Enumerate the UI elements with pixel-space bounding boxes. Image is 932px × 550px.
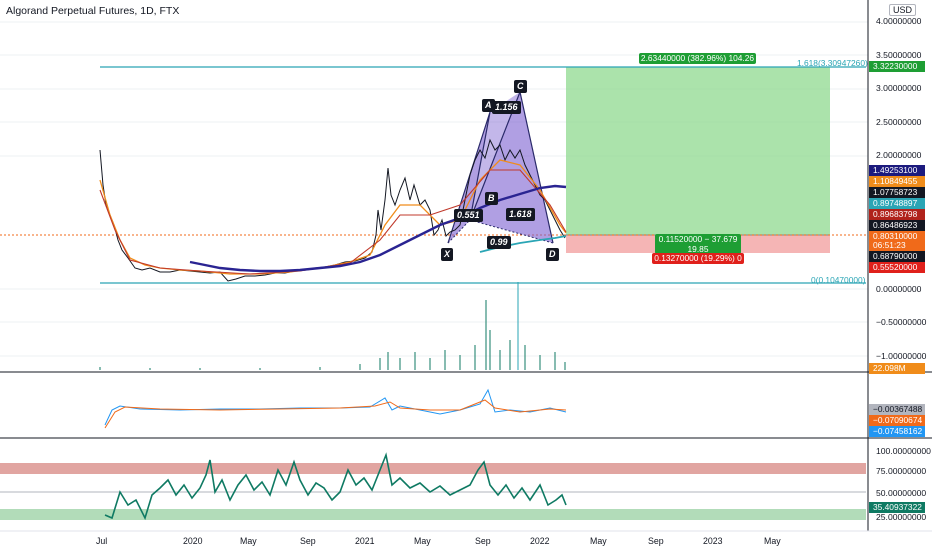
- price-axis-label: 4.00000000: [876, 16, 922, 26]
- time-axis-label: May: [240, 536, 257, 546]
- moving-average-mid: [99, 169, 567, 275]
- macd-value-badge: −0.00367488: [869, 404, 925, 415]
- pattern-point-b[interactable]: B: [485, 192, 498, 205]
- moving-average-long: [189, 184, 567, 273]
- ratio-label-bcd[interactable]: 1.618: [506, 208, 535, 221]
- time-axis-label: Sep: [300, 536, 316, 546]
- price-axis-label: 3.50000000: [876, 50, 922, 60]
- stop-label[interactable]: 0.13270000 (19.29%) 0: [652, 253, 744, 264]
- price-axis-label: 3.00000000: [876, 83, 922, 93]
- price-badge: 0.89748897: [869, 198, 925, 209]
- price-badge-target: 3.32230000: [869, 61, 925, 72]
- time-axis-label: 2023: [703, 536, 723, 546]
- price-badge: 0.86486923: [869, 220, 925, 231]
- macd-histogram-badge: −0.07458162: [869, 426, 925, 437]
- rsi-value-badge: 35.40937322: [869, 502, 925, 513]
- pattern-point-c[interactable]: C: [514, 80, 527, 93]
- pattern-point-d[interactable]: D: [546, 248, 559, 261]
- rsi-axis-label: 50.00000000: [876, 488, 927, 498]
- time-axis-label: 2021: [355, 536, 375, 546]
- macd-signal: [104, 399, 567, 429]
- time-axis-label: May: [590, 536, 607, 546]
- price-axis-label: 0.00000000: [876, 284, 922, 294]
- price-badge: 0.68790000: [869, 251, 925, 262]
- time-axis-label: May: [764, 536, 781, 546]
- ratio-label-xad[interactable]: 0.99: [487, 236, 511, 249]
- price-axis-label: 2.00000000: [876, 150, 922, 160]
- macd-line[interactable]: [104, 388, 567, 426]
- time-axis-label: Sep: [648, 536, 664, 546]
- currency-button[interactable]: USD: [889, 4, 917, 16]
- pattern-point-a[interactable]: A: [482, 99, 495, 112]
- ratio-label-abc[interactable]: 1.156: [492, 101, 521, 114]
- price-axis-label: −1.00000000: [876, 351, 927, 361]
- countdown-badge: 06:51:23: [869, 240, 925, 251]
- pattern-point-x[interactable]: X: [441, 248, 454, 261]
- volume-value-badge: 22.098M: [869, 363, 925, 374]
- profit-zone[interactable]: [566, 67, 830, 235]
- time-axis-label: 2020: [183, 536, 203, 546]
- price-axis-label: −0.50000000: [876, 317, 927, 327]
- time-axis-label: 2022: [530, 536, 550, 546]
- rsi-axis-label: 25.00000000: [876, 512, 927, 522]
- entry-label-line1: 0.11520000 − 37.679: [658, 234, 738, 244]
- time-axis-label: Jul: [96, 536, 108, 546]
- fib-label-bottom: 0(0.10470000): [811, 275, 866, 285]
- last-price-badge: 0.80310000: [869, 231, 925, 242]
- entry-label-line2: 19.85: [687, 244, 709, 254]
- price-series[interactable]: [99, 138, 566, 282]
- rsi-axis-label: 100.00000000: [876, 446, 931, 456]
- target-label[interactable]: 2.63440000 (382.96%) 104.26: [639, 53, 756, 64]
- time-axis-label: May: [414, 536, 431, 546]
- price-axis-label: 2.50000000: [876, 117, 922, 127]
- rsi-line[interactable]: [104, 452, 567, 521]
- price-badge: 0.89683798: [869, 209, 925, 220]
- moving-average-short: [99, 159, 567, 275]
- time-axis-label: Sep: [475, 536, 491, 546]
- rsi-oversold-band: [0, 509, 866, 520]
- rsi-axis-label: 75.00000000: [876, 466, 927, 476]
- ratio-label-xab[interactable]: 0.551: [454, 209, 483, 222]
- price-badge: 1.10849455: [869, 176, 925, 187]
- macd-signal-badge: −0.07090674: [869, 415, 925, 426]
- entry-label[interactable]: 0.11520000 − 37.679 19.85: [655, 234, 741, 254]
- stop-price-badge: 0.55520000: [869, 262, 925, 273]
- rsi-overbought-band: [0, 463, 866, 474]
- price-badge: 1.07758723: [869, 187, 925, 198]
- price-grid: [0, 21, 868, 357]
- fib-label-top: 1.618(3.30947260): [797, 58, 868, 68]
- volume-bars[interactable]: [99, 282, 566, 370]
- price-badge: 1.49253100: [869, 165, 925, 176]
- chart-title: Algorand Perpetual Futures, 1D, FTX: [6, 5, 180, 17]
